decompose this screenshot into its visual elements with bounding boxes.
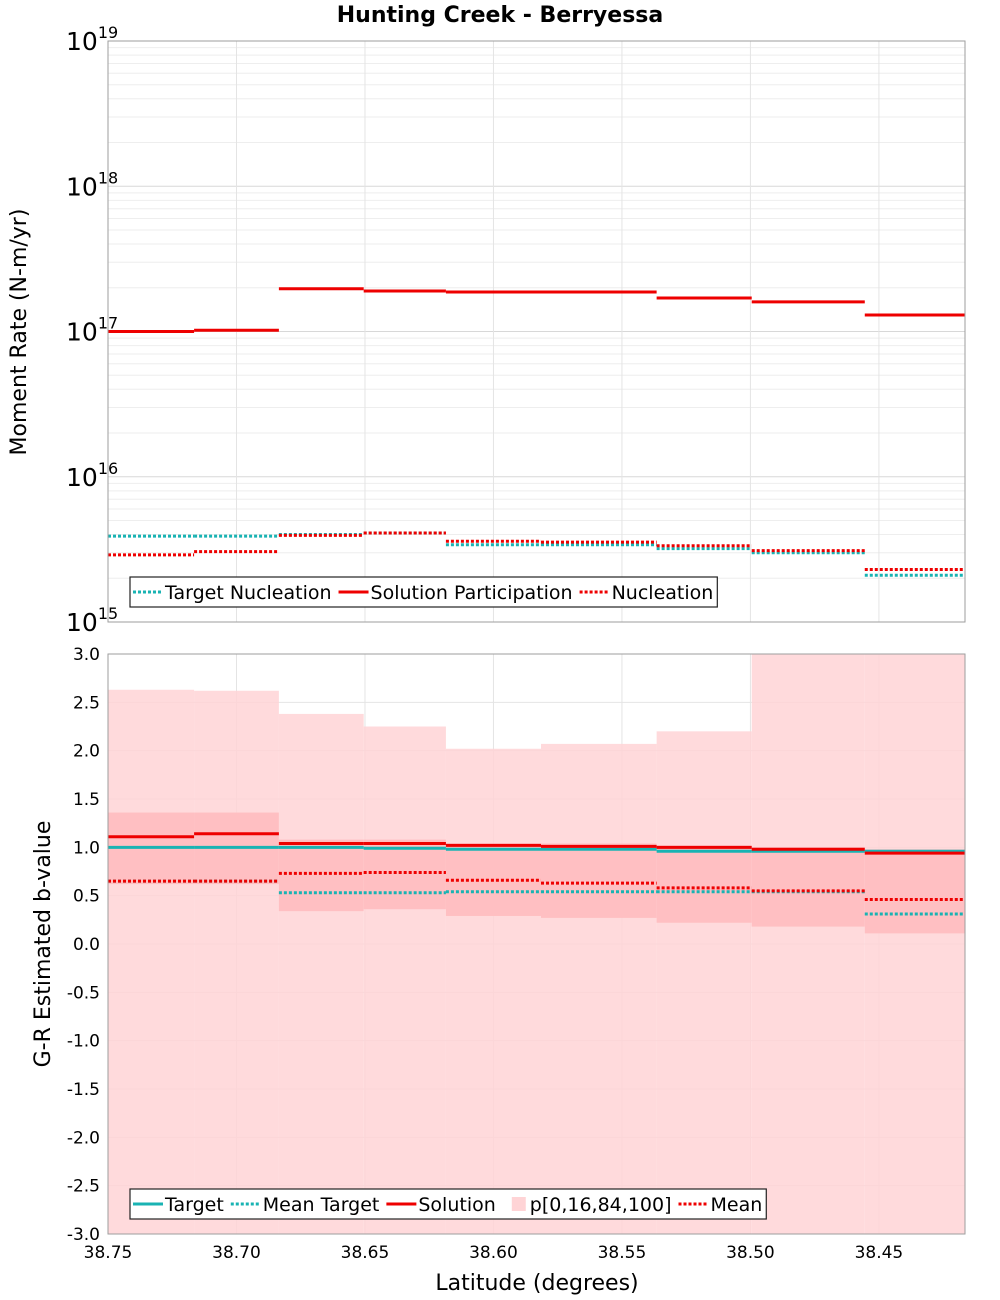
bottom-y-tick-label: 2.0 (73, 742, 100, 762)
legend-label: Mean (711, 1194, 763, 1216)
band-p0-p100 (363, 726, 446, 1234)
legend-label: p[0,16,84,100] (530, 1194, 672, 1216)
bottom-y-tick-label: 1.5 (73, 790, 100, 810)
x-tick-label: 38.60 (469, 1243, 518, 1263)
top-y-axis-label: Moment Rate (N-m/yr) (7, 209, 32, 456)
band-p0-p100 (540, 743, 657, 1234)
x-tick-label: 38.75 (84, 1243, 133, 1263)
band-p16-p84 (864, 849, 965, 934)
x-tick-label: 38.70 (212, 1243, 261, 1263)
bottom-y-tick-label: 1.0 (73, 838, 100, 858)
top-legend-box (129, 576, 718, 608)
band-p16-p84 (540, 843, 657, 918)
band-p0-p100 (108, 689, 195, 1234)
band-p16-p84 (363, 839, 446, 910)
top-legend: Target Nucleation Solution Participation N… (129, 576, 718, 608)
bottom-y-axis-label: G-R Estimated b-value (31, 821, 56, 1068)
top-plot-frame (107, 40, 966, 623)
legend-label: Target Nucleation (164, 582, 332, 604)
bottom-plot-frame (107, 653, 966, 1235)
band-p0-p100 (194, 690, 279, 1234)
chart-title: Hunting Creek - Berryessa (337, 3, 663, 28)
top-y-tick-label: 1018 (66, 168, 118, 201)
x-tick-label: 38.45 (855, 1243, 904, 1263)
x-tick-label: 38.55 (598, 1243, 647, 1263)
x-tick-label: 38.65 (341, 1243, 390, 1263)
legend-label: Target (164, 1194, 224, 1216)
top-y-tick-label: 1016 (66, 459, 118, 492)
band-p0-p100 (278, 713, 364, 1234)
band-p16-p84 (751, 847, 865, 927)
bottom-y-tick-label: 0.0 (73, 935, 100, 955)
bottom-y-tick-label: -2.5 (67, 1177, 100, 1197)
legend-label: Mean Target (263, 1194, 380, 1216)
top-y-tick-label: 1019 (66, 23, 118, 56)
bottom-y-tick-label: 3.0 (73, 645, 100, 665)
moment-rate-panel: 1015 1016 1017 1018 1019 Target Nucleation Sol… (66, 23, 966, 637)
band-p16-p84 (278, 839, 364, 912)
bottom-y-tick-label: 2.5 (73, 693, 100, 713)
legend-label: Solution (418, 1194, 495, 1216)
band-p16-p84 (656, 845, 752, 923)
band-p0-p100 (445, 748, 541, 1234)
x-axis-label: Latitude (degrees) (435, 1271, 638, 1296)
legend-swatch (511, 1197, 526, 1211)
band-p0-p100 (864, 654, 965, 1234)
legend-label: Solution Participation (371, 582, 573, 604)
band-p0-p100 (656, 731, 752, 1234)
top-y-tick-label: 1017 (66, 314, 118, 347)
b-value-panel: -3.0 -2.5 -2.0 -1.5 -1.0 -0.5 0.0 0.5 1.0 1.5 2.0 2… (67, 645, 966, 1263)
bottom-legend: Target Mean Target Solution p[0,16,84,100] M… (129, 1188, 767, 1220)
bottom-y-tick-label: -1.0 (67, 1032, 100, 1052)
band-p0-p100 (751, 654, 865, 1234)
top-y-tick-label: 1015 (66, 604, 118, 637)
bottom-y-tick-label: -0.5 (67, 983, 100, 1003)
bottom-y-tick-label: -2.0 (67, 1128, 100, 1148)
bottom-y-tick-label: -3.0 (67, 1225, 100, 1245)
bottom-y-tick-label: -1.5 (67, 1080, 100, 1100)
legend-label: Nucleation (612, 582, 714, 604)
bottom-y-tick-label: 0.5 (73, 887, 100, 907)
x-tick-label: 38.50 (726, 1243, 775, 1263)
